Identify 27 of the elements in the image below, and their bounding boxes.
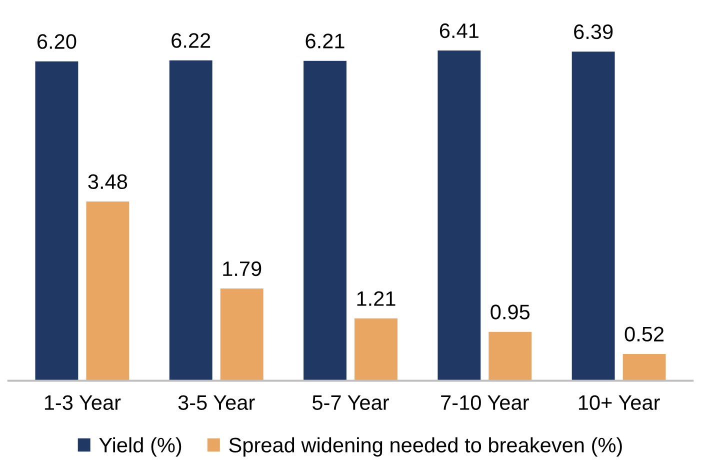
bar <box>622 354 666 381</box>
x-tick-label: 10+ Year <box>578 395 660 410</box>
bar <box>304 60 346 381</box>
legend-label: Spread widening needed to breakeven (%) <box>229 437 622 457</box>
bar <box>169 60 212 381</box>
bar <box>438 50 481 381</box>
data-label: 1.79 <box>223 261 262 276</box>
data-label: 0.95 <box>490 304 530 320</box>
bar <box>35 61 78 381</box>
x-tick-label: 7-10 Year <box>441 395 529 410</box>
data-label: 6.41 <box>440 23 478 38</box>
data-label: 3.48 <box>88 174 128 190</box>
data-label: 6.20 <box>37 34 76 49</box>
bar <box>220 288 264 381</box>
data-label: 6.22 <box>172 33 210 48</box>
x-tick-label: 3-5 Year <box>178 395 255 410</box>
bar <box>86 201 130 381</box>
legend-label: Yield (%) <box>99 437 182 457</box>
data-label: 1.21 <box>357 291 396 306</box>
data-label: 0.52 <box>624 326 664 342</box>
x-tick-label: 5-7 Year <box>312 395 389 410</box>
bar <box>488 332 532 381</box>
bar <box>354 318 398 381</box>
data-label: 6.39 <box>574 24 613 40</box>
bar <box>572 52 615 381</box>
data-label: 6.21 <box>306 34 344 48</box>
x-tick-label: 1-3 Year <box>44 395 121 410</box>
